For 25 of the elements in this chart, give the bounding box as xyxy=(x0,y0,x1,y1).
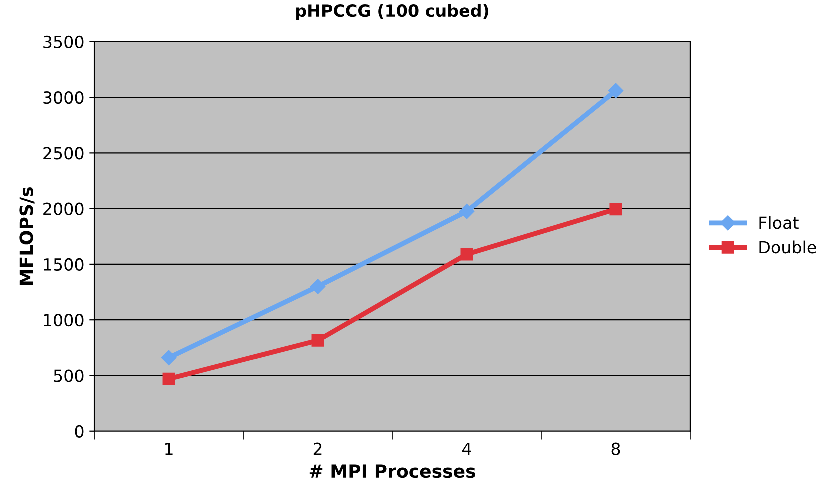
point xyxy=(161,350,177,366)
point xyxy=(610,203,622,216)
y-tick-label: 3000 xyxy=(44,92,84,104)
y-tick-label: 500 xyxy=(54,370,84,382)
y-tick-label: 3500 xyxy=(44,36,84,48)
point xyxy=(460,248,474,261)
x-tick-label: 4 xyxy=(462,443,472,456)
point xyxy=(459,204,475,220)
x-tick-label: 2 xyxy=(314,442,322,456)
point xyxy=(310,279,326,294)
legend-label: Float xyxy=(760,216,799,230)
point xyxy=(312,334,324,347)
point xyxy=(162,372,176,386)
x-tick-label: 1 xyxy=(166,443,173,456)
y-tick-label: 2500 xyxy=(44,147,84,160)
y-tick-label: 1000 xyxy=(44,314,84,327)
y-tick-label: 2000 xyxy=(44,202,84,216)
y-tick-label: 1500 xyxy=(44,258,84,272)
y-axis-title: MFLOPS/s xyxy=(20,187,35,286)
point xyxy=(608,83,624,98)
x-axis-title: # MPI Processes xyxy=(310,464,476,478)
y-tick-label: 0 xyxy=(75,425,84,438)
legend-label: Double xyxy=(760,240,816,254)
chart-title: pHPCCG (100 cubed) xyxy=(296,4,488,20)
x-tick-label: 8 xyxy=(612,442,620,456)
